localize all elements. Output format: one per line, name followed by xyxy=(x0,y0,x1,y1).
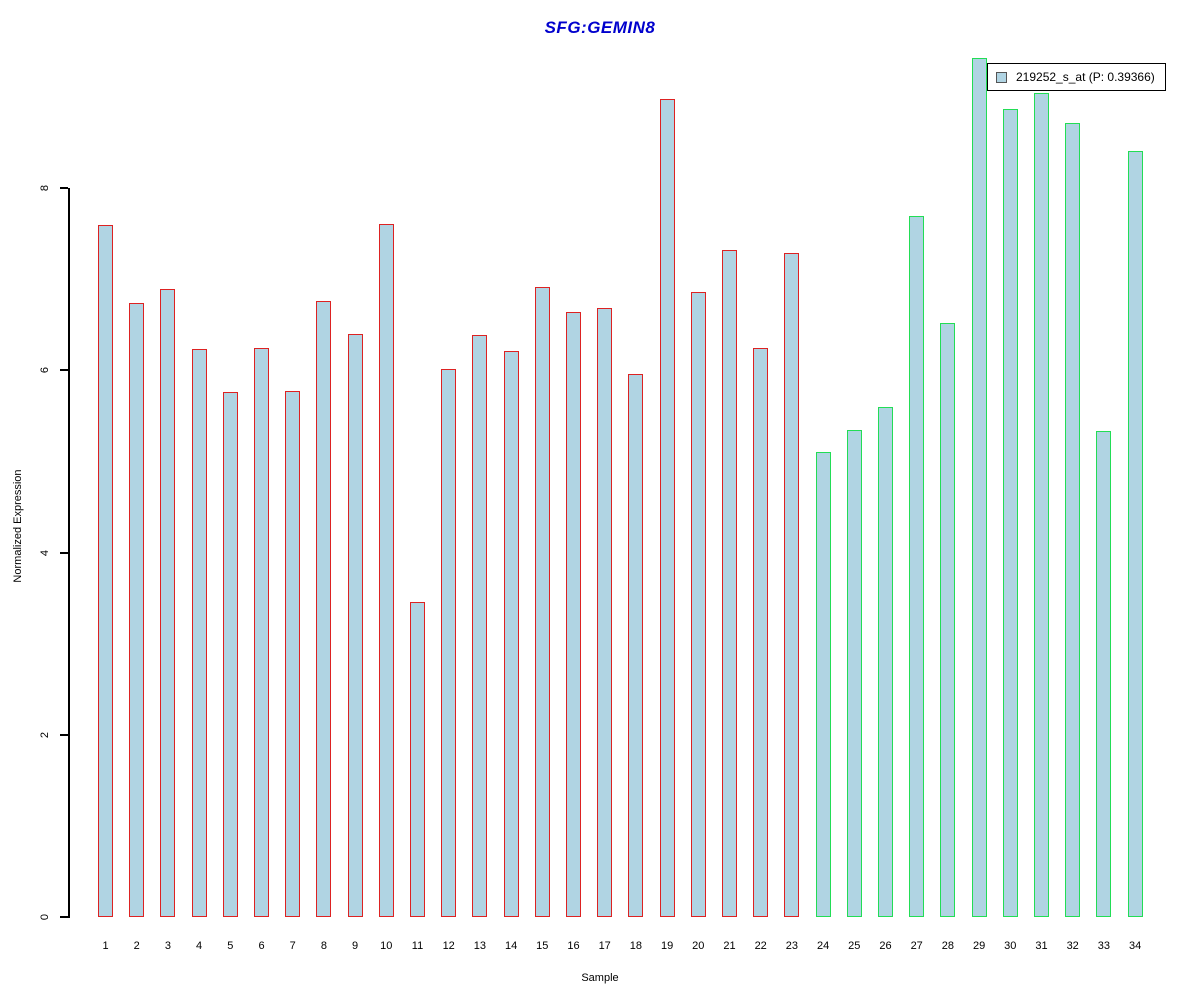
x-axis-tick-label: 27 xyxy=(910,940,923,952)
y-axis-line xyxy=(68,188,70,918)
bar xyxy=(378,223,394,917)
bar xyxy=(971,57,987,917)
bar xyxy=(410,601,425,917)
chart-title: SFG:GEMIN8 xyxy=(544,18,656,37)
x-axis-tick-label: 10 xyxy=(380,940,393,952)
x-axis-tick-label: 13 xyxy=(473,940,487,952)
x-axis-tick-label: 31 xyxy=(1035,940,1048,952)
bar xyxy=(1096,430,1112,917)
bar xyxy=(1034,93,1049,917)
y-axis-tick-label: 2 xyxy=(39,731,51,738)
bar xyxy=(285,391,301,917)
y-axis-title: Normalized Expression xyxy=(12,469,24,583)
x-axis-tick-label: 18 xyxy=(629,940,643,952)
bar xyxy=(722,250,737,917)
x-axis-tick-label: 23 xyxy=(785,940,799,952)
bar xyxy=(254,347,269,917)
x-axis-tick-label: 16 xyxy=(567,940,580,952)
bar xyxy=(566,312,581,917)
x-axis-tick-label: 33 xyxy=(1097,940,1111,952)
x-axis-tick-label: 20 xyxy=(692,940,705,952)
x-axis-tick-label: 32 xyxy=(1066,940,1079,952)
x-axis-tick-label: 2 xyxy=(133,940,140,952)
x-axis-tick-label: 26 xyxy=(879,940,892,952)
bar xyxy=(628,374,644,917)
x-axis-tick-label: 29 xyxy=(972,940,986,952)
bar xyxy=(160,289,176,917)
bar xyxy=(129,302,145,917)
y-axis-tick xyxy=(60,187,68,190)
bar xyxy=(815,452,831,917)
legend-swatch-icon xyxy=(996,71,1007,83)
x-axis-tick-label: 12 xyxy=(442,940,455,952)
y-axis-tick xyxy=(60,916,68,918)
legend-label: 219252_s_at (P: 0.39366) xyxy=(1016,70,1155,84)
x-axis-tick-label: 8 xyxy=(320,940,327,952)
y-axis-tick-label: 0 xyxy=(39,913,51,921)
x-axis-tick-label: 7 xyxy=(289,940,296,952)
bar xyxy=(222,392,238,917)
bar xyxy=(534,286,550,917)
x-axis-title: Sample xyxy=(581,972,619,984)
bar xyxy=(753,347,769,917)
x-axis-tick-label: 24 xyxy=(816,940,830,952)
bar xyxy=(940,323,956,917)
y-axis-tick xyxy=(60,369,68,372)
x-axis-tick-label: 9 xyxy=(352,940,359,952)
x-axis-tick-label: 25 xyxy=(848,940,861,952)
bar xyxy=(690,292,706,917)
x-axis-tick-label: 19 xyxy=(660,940,674,952)
bar xyxy=(316,301,332,917)
x-axis-tick-label: 6 xyxy=(258,940,265,952)
bar xyxy=(597,307,613,917)
x-axis-tick-label: 3 xyxy=(164,940,171,952)
x-axis-tick-label: 21 xyxy=(723,940,736,952)
x-axis-tick-label: 15 xyxy=(536,940,549,952)
bar xyxy=(1127,150,1143,917)
chart-legend: 219252_s_at (P: 0.39366) xyxy=(987,63,1166,91)
y-axis-tick xyxy=(60,551,68,554)
x-axis-tick-label: 11 xyxy=(411,940,424,952)
y-axis-tick-label: 4 xyxy=(39,549,51,556)
x-axis-tick-label: 5 xyxy=(227,940,234,952)
bar xyxy=(503,351,519,917)
x-axis-tick-label: 22 xyxy=(754,940,767,952)
bar xyxy=(472,334,488,917)
bar xyxy=(347,333,363,917)
x-axis-tick-label: 1 xyxy=(102,940,109,952)
bar xyxy=(1002,108,1018,917)
y-axis-tick xyxy=(60,733,68,736)
bar xyxy=(191,348,207,917)
bar xyxy=(878,406,893,917)
bar xyxy=(846,429,862,917)
x-axis-tick-label: 4 xyxy=(196,940,203,952)
x-axis-tick-label: 14 xyxy=(504,940,518,952)
y-axis-tick-label: 8 xyxy=(39,185,51,192)
bar xyxy=(659,98,675,917)
y-axis-tick-label: 6 xyxy=(39,367,51,374)
x-axis-tick-label: 17 xyxy=(598,940,611,952)
x-axis-tick-label: 30 xyxy=(1004,940,1017,952)
bar xyxy=(98,224,113,917)
bar xyxy=(1065,122,1081,917)
bar xyxy=(784,252,800,917)
x-axis-tick-label: 34 xyxy=(1128,940,1142,952)
bar xyxy=(909,216,925,917)
x-axis-tick-label: 28 xyxy=(941,940,955,952)
bar xyxy=(441,369,457,917)
